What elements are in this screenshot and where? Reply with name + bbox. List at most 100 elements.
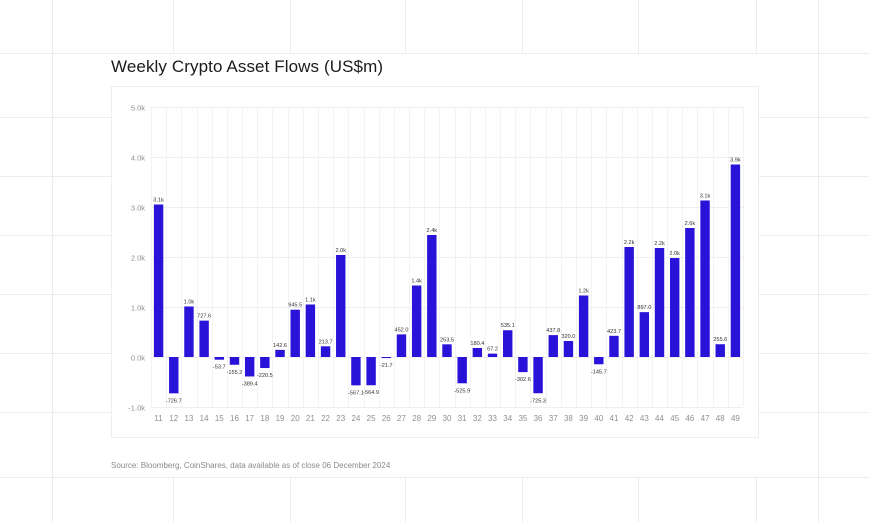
bar-chart: -1.0k 0.0k 1.0k 2.0k 3.0k 4.0k 5.0k 3.1k 11 -726.…: [128, 104, 744, 423]
x-tick-label: 14: [200, 414, 209, 423]
data-label: 2.0k: [669, 251, 680, 257]
y-tick-label: -1.0k: [128, 404, 145, 413]
x-tick-label: 42: [625, 414, 634, 423]
x-tick-label: 24: [351, 414, 360, 423]
data-label: -21.7: [380, 363, 393, 369]
bar: [381, 357, 391, 359]
bar: [214, 357, 225, 360]
x-tick-label: 22: [321, 414, 330, 423]
bar: [184, 306, 194, 357]
x-tick-label: 12: [169, 414, 178, 423]
bar: [396, 334, 407, 357]
bar: [715, 344, 725, 357]
data-label: 255.6: [713, 337, 727, 343]
x-tick-label: 48: [716, 414, 725, 423]
data-label: 3.1k: [153, 198, 164, 204]
data-label: 945.5: [288, 303, 302, 309]
bar: [351, 357, 361, 386]
data-label: 3.1k: [700, 194, 711, 200]
data-label: 253.5: [440, 337, 454, 343]
bar: [578, 295, 589, 357]
bar: [229, 357, 240, 365]
x-tick-label: 41: [610, 414, 619, 423]
x-tick-label: 40: [594, 414, 603, 423]
y-tick-label: 0.0k: [131, 354, 145, 363]
data-label: 1.1k: [305, 298, 316, 304]
bar: [290, 309, 300, 357]
x-tick-label: 31: [458, 414, 467, 423]
data-label: 3.9k: [730, 158, 741, 164]
x-tick-label: 25: [367, 414, 376, 423]
bar: [548, 335, 558, 357]
bar: [563, 341, 574, 357]
bar: [487, 353, 498, 357]
x-tick-label: 19: [276, 414, 285, 423]
x-tick-label: 27: [397, 414, 406, 423]
data-label: 2.2k: [624, 240, 635, 246]
x-tick-label: 20: [291, 414, 300, 423]
x-tick-label: 47: [701, 414, 710, 423]
bar: [320, 346, 331, 357]
data-label: 1.0k: [184, 300, 195, 306]
data-label: -145.7: [591, 369, 607, 375]
x-tick-label: 36: [534, 414, 543, 423]
bar: [639, 312, 650, 357]
data-label: 213.7: [319, 339, 333, 345]
bar: [275, 349, 285, 357]
data-label: -567.1: [348, 390, 364, 396]
bar: [685, 228, 695, 357]
bar: [244, 357, 255, 377]
data-label: 437.8: [546, 328, 560, 334]
data-label: 423.7: [607, 329, 621, 335]
x-tick-label: 15: [215, 414, 224, 423]
y-tick-label: 2.0k: [131, 254, 145, 263]
x-tick-label: 34: [503, 414, 512, 423]
data-label: -53.7: [213, 365, 226, 371]
bar: [457, 357, 467, 384]
data-label: 1.2k: [578, 289, 589, 295]
y-tick-label: 1.0k: [131, 304, 145, 313]
bar: [700, 200, 710, 357]
bar: [533, 357, 543, 394]
bar: [730, 164, 741, 357]
x-tick-label: 16: [230, 414, 239, 423]
data-label: 2.4k: [427, 228, 438, 234]
bar: [624, 247, 634, 357]
x-tick-label: 43: [640, 414, 649, 423]
x-tick-label: 30: [443, 414, 452, 423]
chart-title: Weekly Crypto Asset Flows (US$m): [111, 57, 384, 76]
data-label: 142.6: [273, 343, 287, 349]
x-tick-label: 29: [427, 414, 436, 423]
x-tick-label: 13: [184, 414, 193, 423]
data-label: -525.9: [454, 388, 470, 394]
x-tick-label: 46: [685, 414, 694, 423]
y-tick-label: 5.0k: [131, 104, 145, 113]
bar: [260, 357, 270, 369]
bar: [609, 335, 619, 357]
data-label: 727.6: [197, 314, 211, 320]
x-tick-label: 35: [518, 414, 527, 423]
x-tick-label: 49: [731, 414, 740, 423]
data-label: -302.6: [515, 377, 531, 383]
bar: [199, 320, 209, 357]
bar: [472, 347, 483, 357]
x-tick-label: 28: [412, 414, 421, 423]
bar: [503, 330, 513, 357]
bar: [169, 357, 179, 394]
data-label: 897.0: [637, 305, 651, 311]
data-label: 1.4k: [411, 279, 422, 285]
bar: [654, 248, 665, 357]
data-label: 180.4: [470, 341, 484, 347]
data-label: -155.2: [227, 370, 243, 376]
bar: [427, 235, 437, 357]
data-label: 67.2: [487, 347, 498, 353]
x-tick-label: 17: [245, 414, 254, 423]
data-label: -725.3: [530, 398, 546, 404]
x-tick-label: 23: [336, 414, 345, 423]
x-tick-label: 37: [549, 414, 558, 423]
data-label: 452.0: [394, 327, 408, 333]
x-tick-label: 39: [579, 414, 588, 423]
bar: [669, 258, 680, 357]
